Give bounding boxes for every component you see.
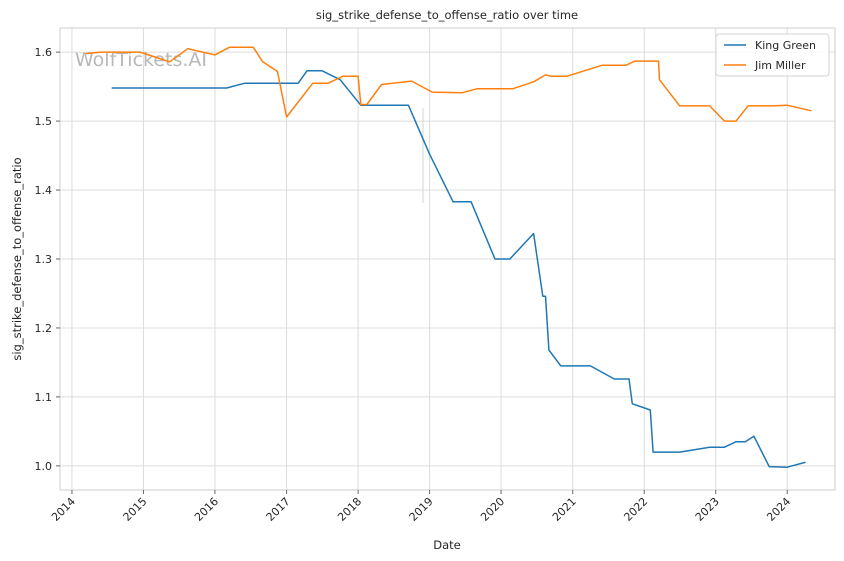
y-tick-label: 1.4 <box>35 184 53 197</box>
y-tick-label: 1.5 <box>35 115 53 128</box>
legend: King Green Jim Miller <box>715 33 830 77</box>
legend-label-king-green: King Green <box>755 39 816 52</box>
y-axis-label: sig_strike_defense_to_offense_ratio <box>10 157 24 360</box>
chart-title: sig_strike_defense_to_offense_ratio over… <box>316 8 578 22</box>
y-tick-label: 1.0 <box>35 460 53 473</box>
y-tick-label: 1.2 <box>35 322 53 335</box>
watermark: WolfTickets.AI <box>75 49 207 71</box>
x-axis-label: Date <box>433 538 461 552</box>
series-layer <box>85 46 812 468</box>
y-tick-label: 1.1 <box>35 391 53 404</box>
series-line-jim-miller <box>85 46 812 122</box>
series-line-king-green <box>111 70 806 468</box>
legend-label-jim-miller: Jim Miller <box>754 59 806 72</box>
y-tick-label: 1.6 <box>35 46 53 59</box>
y-tick-label: 1.3 <box>35 253 53 266</box>
